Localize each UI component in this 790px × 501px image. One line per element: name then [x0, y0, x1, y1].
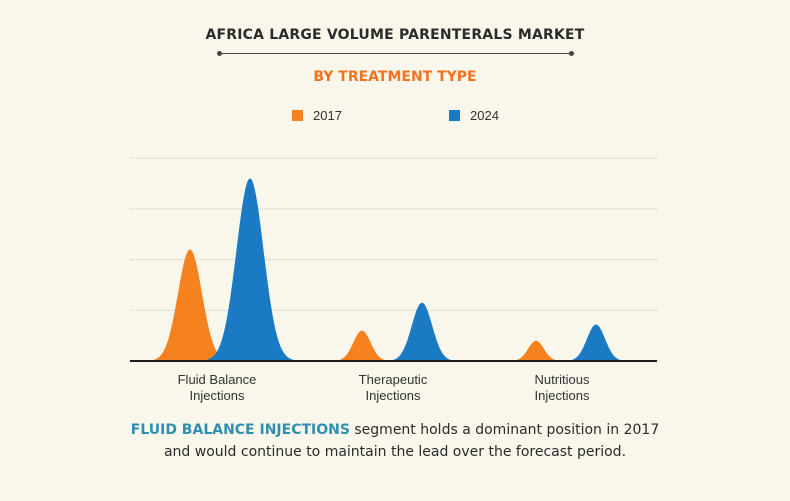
- x-tick-label-nutritious: Nutritious Injections: [492, 372, 632, 404]
- footnote: FLUID BALANCE INJECTIONS segment holds a…: [0, 419, 790, 463]
- legend-swatch-2024: [449, 110, 460, 121]
- title-underline-right-dot: [569, 51, 574, 56]
- footnote-line-1-text: segment holds a dominant position in 201…: [349, 422, 660, 438]
- chart-subtitle: BY TREATMENT TYPE: [313, 69, 477, 85]
- legend-item-2017: 2017: [292, 108, 342, 123]
- peak-2017-1: [332, 330, 392, 361]
- peak-2017-0: [149, 249, 231, 361]
- x-tick-label-line: Therapeutic: [358, 372, 428, 387]
- x-tick-label-line: Injections: [189, 388, 245, 403]
- x-tick-label-line: Injections: [534, 388, 590, 403]
- x-tick-label-line: Nutritious: [534, 372, 590, 387]
- legend-label-2017: 2017: [313, 108, 342, 123]
- peak-2024-1: [387, 302, 457, 361]
- footnote-highlight: FLUID BALANCE INJECTIONS: [130, 422, 350, 438]
- legend-label-2024: 2024: [470, 108, 499, 123]
- peak-2017-2: [509, 340, 563, 361]
- x-tick-label-therapeutic: Therapeutic Injections: [323, 372, 463, 404]
- chart-title: AFRICA LARGE VOLUME PARENTERALS MARKET: [205, 27, 585, 43]
- x-tick-label-fluid-balance: Fluid Balance Injections: [147, 372, 287, 404]
- legend-item-2024: 2024: [449, 108, 499, 123]
- peak-2024-0: [203, 178, 297, 361]
- title-underline-left-dot: [217, 51, 222, 56]
- x-tick-label-line: Fluid Balance: [177, 372, 257, 387]
- legend-swatch-2017: [292, 110, 303, 121]
- x-tick-label-line: Injections: [365, 388, 421, 403]
- title-underline: [219, 53, 571, 54]
- footnote-line-1: FLUID BALANCE INJECTIONS segment holds a…: [0, 419, 790, 441]
- footnote-line-2: and would continue to maintain the lead …: [163, 444, 627, 460]
- peak-2024-2: [565, 324, 627, 361]
